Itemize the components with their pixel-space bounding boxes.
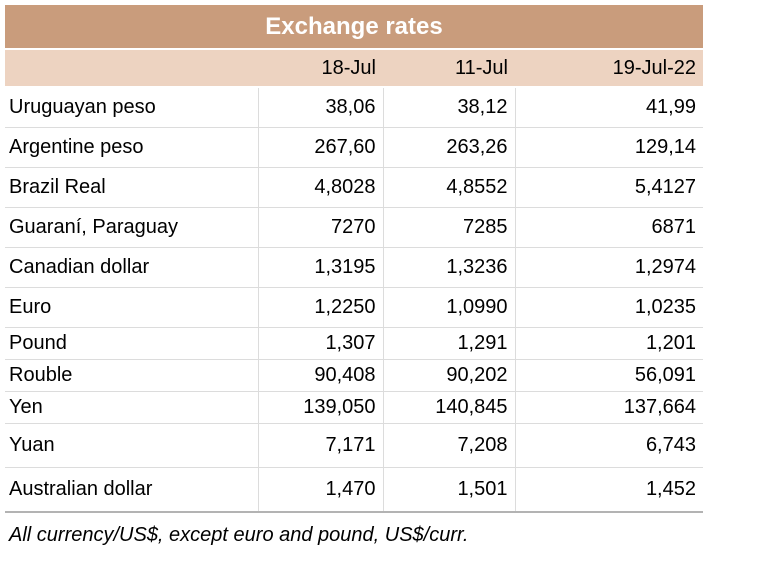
rate-value: 7,208 xyxy=(382,423,515,468)
rate-value: 6871 xyxy=(514,207,703,248)
currency-name: Brazil Real xyxy=(5,167,258,208)
currency-name: Rouble xyxy=(5,359,258,392)
rates-table: Uruguayan peso 38,06 38,12 41,99 Argentine p… xyxy=(5,88,703,513)
rate-value: 7285 xyxy=(382,207,515,248)
table-row: Rouble 90,408 90,202 56,091 xyxy=(5,359,703,392)
table-row: Yuan 7,171 7,208 6,743 xyxy=(5,423,703,468)
rate-value: 263,26 xyxy=(382,127,515,168)
currency-name: Yen xyxy=(5,391,258,424)
table-row: Brazil Real 4,8028 4,8552 5,4127 xyxy=(5,167,703,208)
rate-value: 1,452 xyxy=(514,467,703,513)
rate-value: 1,0235 xyxy=(514,287,703,328)
rate-value: 38,12 xyxy=(382,88,515,128)
currency-name: Australian dollar xyxy=(5,467,258,513)
currency-name: Canadian dollar xyxy=(5,247,258,288)
rate-value: 1,3195 xyxy=(257,247,383,288)
rate-value: 90,408 xyxy=(257,359,383,392)
exchange-rates-table: Exchange rates 18-Jul 11-Jul 19-Jul-22 U… xyxy=(5,5,703,547)
table-row: Canadian dollar 1,3195 1,3236 1,2974 xyxy=(5,247,703,288)
rate-value: 267,60 xyxy=(257,127,383,168)
rate-value: 1,307 xyxy=(257,327,383,360)
rate-value: 5,4127 xyxy=(514,167,703,208)
rate-value: 1,291 xyxy=(382,327,515,360)
rate-value: 7270 xyxy=(257,207,383,248)
rate-value: 41,99 xyxy=(514,88,703,128)
table-row: Guaraní, Paraguay 7270 7285 6871 xyxy=(5,207,703,248)
table-title: Exchange rates xyxy=(5,5,703,48)
rate-value: 1,2250 xyxy=(257,287,383,328)
rate-value: 4,8552 xyxy=(382,167,515,208)
rate-value: 1,201 xyxy=(514,327,703,360)
column-header-19-jul-22: 19-Jul-22 xyxy=(612,56,696,79)
rate-value: 1,470 xyxy=(257,467,383,513)
rate-value: 140,845 xyxy=(382,391,515,424)
currency-name: Uruguayan peso xyxy=(5,88,258,128)
table-row: Uruguayan peso 38,06 38,12 41,99 xyxy=(5,88,703,128)
table-row: Australian dollar 1,470 1,501 1,452 xyxy=(5,467,703,513)
rate-value: 1,3236 xyxy=(382,247,515,288)
rate-value: 137,664 xyxy=(514,391,703,424)
rate-value: 129,14 xyxy=(514,127,703,168)
rate-value: 7,171 xyxy=(257,423,383,468)
table-row: Euro 1,2250 1,0990 1,0235 xyxy=(5,287,703,328)
table-row: Yen 139,050 140,845 137,664 xyxy=(5,391,703,424)
table-row: Pound 1,307 1,291 1,201 xyxy=(5,327,703,360)
currency-name: Yuan xyxy=(5,423,258,468)
rate-value: 1,2974 xyxy=(514,247,703,288)
column-header-18-jul: 18-Jul xyxy=(321,56,376,79)
column-header-11-jul: 11-Jul xyxy=(455,56,508,79)
rate-value: 38,06 xyxy=(257,88,383,128)
rate-value: 1,501 xyxy=(382,467,515,513)
currency-name: Pound xyxy=(5,327,258,360)
table-row: Argentine peso 267,60 263,26 129,14 xyxy=(5,127,703,168)
rate-value: 1,0990 xyxy=(382,287,515,328)
currency-name: Euro xyxy=(5,287,258,328)
rate-value: 6,743 xyxy=(514,423,703,468)
rate-value: 90,202 xyxy=(382,359,515,392)
rate-value: 56,091 xyxy=(514,359,703,392)
date-header-row: 18-Jul 11-Jul 19-Jul-22 xyxy=(5,50,703,86)
rate-value: 139,050 xyxy=(257,391,383,424)
footnote: All currency/US$, except euro and pound,… xyxy=(9,524,469,546)
rate-value: 4,8028 xyxy=(257,167,383,208)
currency-name: Guaraní, Paraguay xyxy=(5,207,258,248)
currency-name: Argentine peso xyxy=(5,127,258,168)
